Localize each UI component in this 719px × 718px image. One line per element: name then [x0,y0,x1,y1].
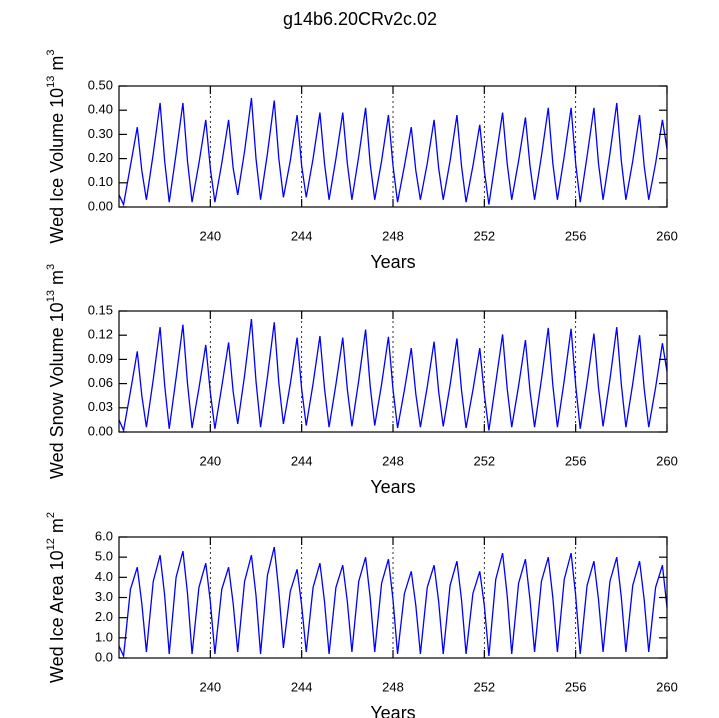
y-tick-label: 0.12 [88,327,113,342]
y-tick-label: 0.50 [88,77,113,92]
y-axis-label-unit: m [47,56,67,71]
x-tick-label: 256 [565,453,587,468]
y-tick-label: 2.0 [95,609,113,624]
x-tick-label: 256 [565,228,587,243]
x-tick-label: 244 [291,228,313,243]
x-tick-label: 240 [199,679,221,694]
x-tick-label: 248 [382,228,404,243]
x-tick-label: 244 [291,453,313,468]
y-tick-label: 0.00 [88,198,113,213]
y-axis-label: Wed Ice Volume 1013 m3 [45,49,67,243]
y-axis-label-text: Wed Snow Volume 10 [47,302,67,479]
x-axis-label: Years [370,252,415,272]
figure-title: g14b6.20CRv2c.02 [283,9,437,29]
x-tick-label: 240 [199,228,221,243]
x-tick-label: 252 [473,679,495,694]
y-tick-label: 0.09 [88,351,113,366]
data-line [118,318,668,433]
y-axis-label-exp: 12 [45,538,57,550]
y-tick-label: 0.20 [88,150,113,165]
y-tick-label: 1.0 [95,629,113,644]
y-tick-label: 5.0 [95,549,113,564]
y-axis-label: Wed Snow Volume 1013 m3 [45,264,67,479]
y-tick-label: 0.30 [88,126,113,141]
x-tick-label: 260 [656,679,678,694]
x-axis-label: Years [370,477,415,497]
y-axis-label-text: Wed Ice Area 10 [47,550,67,683]
x-tick-label: 252 [473,228,495,243]
y-tick-label: 0.03 [88,399,113,414]
y-axis-label-text: Wed Ice Volume 10 [47,88,67,244]
y-axis-label: Wed Ice Area 1012 m2 [45,512,67,683]
y-tick-label: 3.0 [95,589,113,604]
y-axis-label-exp: 13 [45,76,57,88]
x-axis-label: Years [370,703,415,718]
y-tick-label: 0.10 [88,174,113,189]
x-tick-label: 248 [382,453,404,468]
x-tick-label: 260 [656,228,678,243]
x-tick-label: 260 [656,453,678,468]
y-axis-label-unit: m [47,270,67,285]
x-tick-label: 240 [199,453,221,468]
y-axis-label-unit: m [47,518,67,533]
y-axis-label-unit-exp: 2 [45,512,57,518]
x-tick-label: 252 [473,453,495,468]
y-tick-label: 0.40 [88,102,113,117]
y-tick-label: 0.0 [95,649,113,664]
y-tick-label: 0.15 [88,302,113,317]
y-axis-label-exp: 13 [45,290,57,302]
data-line [118,98,668,207]
x-tick-label: 244 [291,679,313,694]
y-tick-label: 4.0 [95,569,113,584]
x-tick-label: 256 [565,679,587,694]
y-axis-label-unit-exp: 3 [45,49,57,55]
y-tick-label: 0.06 [88,375,113,390]
data-line [118,546,668,659]
y-axis-label-unit-exp: 3 [45,264,57,270]
x-tick-label: 248 [382,679,404,694]
y-tick-label: 6.0 [95,528,113,543]
y-tick-label: 0.00 [88,423,113,438]
